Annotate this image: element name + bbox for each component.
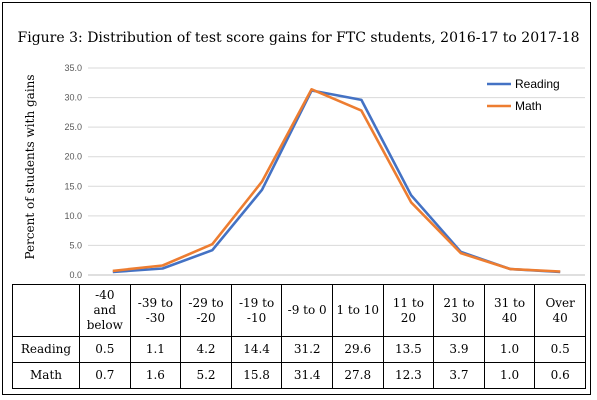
table-cell: 15.8 [230,362,283,389]
y-tick-label: 10.0 [64,211,82,221]
gridlines [88,67,585,276]
table-cell: 5.2 [180,362,232,389]
series-line-math [112,88,561,273]
table-row-math: Math 0.7 1.6 5.2 15.8 31.4 27.8 12.3 3.7… [12,362,586,389]
y-tick-label: 30.0 [64,93,82,103]
table-cell: 1.0 [483,336,536,363]
table-header-cell: -29 to -20 [180,284,232,337]
table-row-label: Math [12,362,80,389]
table-header-cell: 1 to 10 [331,284,384,337]
table-corner-cell [12,284,80,337]
table-cell: 1.0 [483,362,536,389]
y-tick-label: 35.0 [64,63,82,73]
table-header-cell: 31 to 40 [483,284,536,337]
table-cell: 1.6 [129,362,182,389]
table-cell: 27.8 [331,362,384,389]
y-tick-label: 25.0 [64,122,82,132]
y-tick-labels: 0.0 5.0 10.0 15.0 20.0 25.0 30.0 35.0 [64,63,82,280]
series-line-reading [112,89,561,274]
table-cell: 29.6 [331,336,384,363]
line-chart: 0.0 5.0 10.0 15.0 20.0 25.0 30.0 35.0 Reading Ma… [64,63,585,280]
table-header-cell: 11 to 20 [382,284,435,337]
table-header-cell: 21 to 30 [433,284,485,337]
table-cell: 31.2 [281,336,333,363]
table-row-label: Reading [12,336,80,363]
table-cell: 3.9 [433,336,485,363]
table-cell: 0.5 [534,336,586,363]
table-cell: 1.1 [129,336,182,363]
legend-label-math: Math [515,99,542,113]
table-cell: 0.5 [79,336,131,363]
table-cell: 13.5 [382,336,435,363]
data-table: -40 and below -39 to -30 -29 to -20 -19 … [12,284,586,389]
table-header-cell: -40 and below [79,284,131,337]
y-tick-label: 5.0 [69,240,82,250]
legend: Reading Math [487,77,560,113]
table-cell: 0.7 [79,362,131,389]
y-tick-label: 20.0 [64,152,82,162]
table-header-cell: -19 to -10 [230,284,283,337]
series-lines [112,88,561,274]
y-tick-label: 0.0 [69,270,82,280]
table-cell: 14.4 [230,336,283,363]
y-tick-label: 15.0 [64,181,82,191]
table-header-cell: Over 40 [534,284,586,337]
legend-label-reading: Reading [515,77,560,91]
table-header-cell: -39 to -30 [129,284,182,337]
table-cell: 3.7 [433,362,485,389]
table-cell: 4.2 [180,336,232,363]
table-cell: 12.3 [382,362,435,389]
chart-title: Figure 3: Distribution of test score gai… [17,30,580,46]
table-header-cell: -9 to 0 [281,284,333,337]
table-row-reading: Reading 0.5 1.1 4.2 14.4 31.2 29.6 13.5 … [12,336,586,363]
table-header-row: -40 and below -39 to -30 -29 to -20 -19 … [12,284,586,337]
table-cell: 31.4 [281,362,333,389]
table-cell: 0.6 [534,362,586,389]
